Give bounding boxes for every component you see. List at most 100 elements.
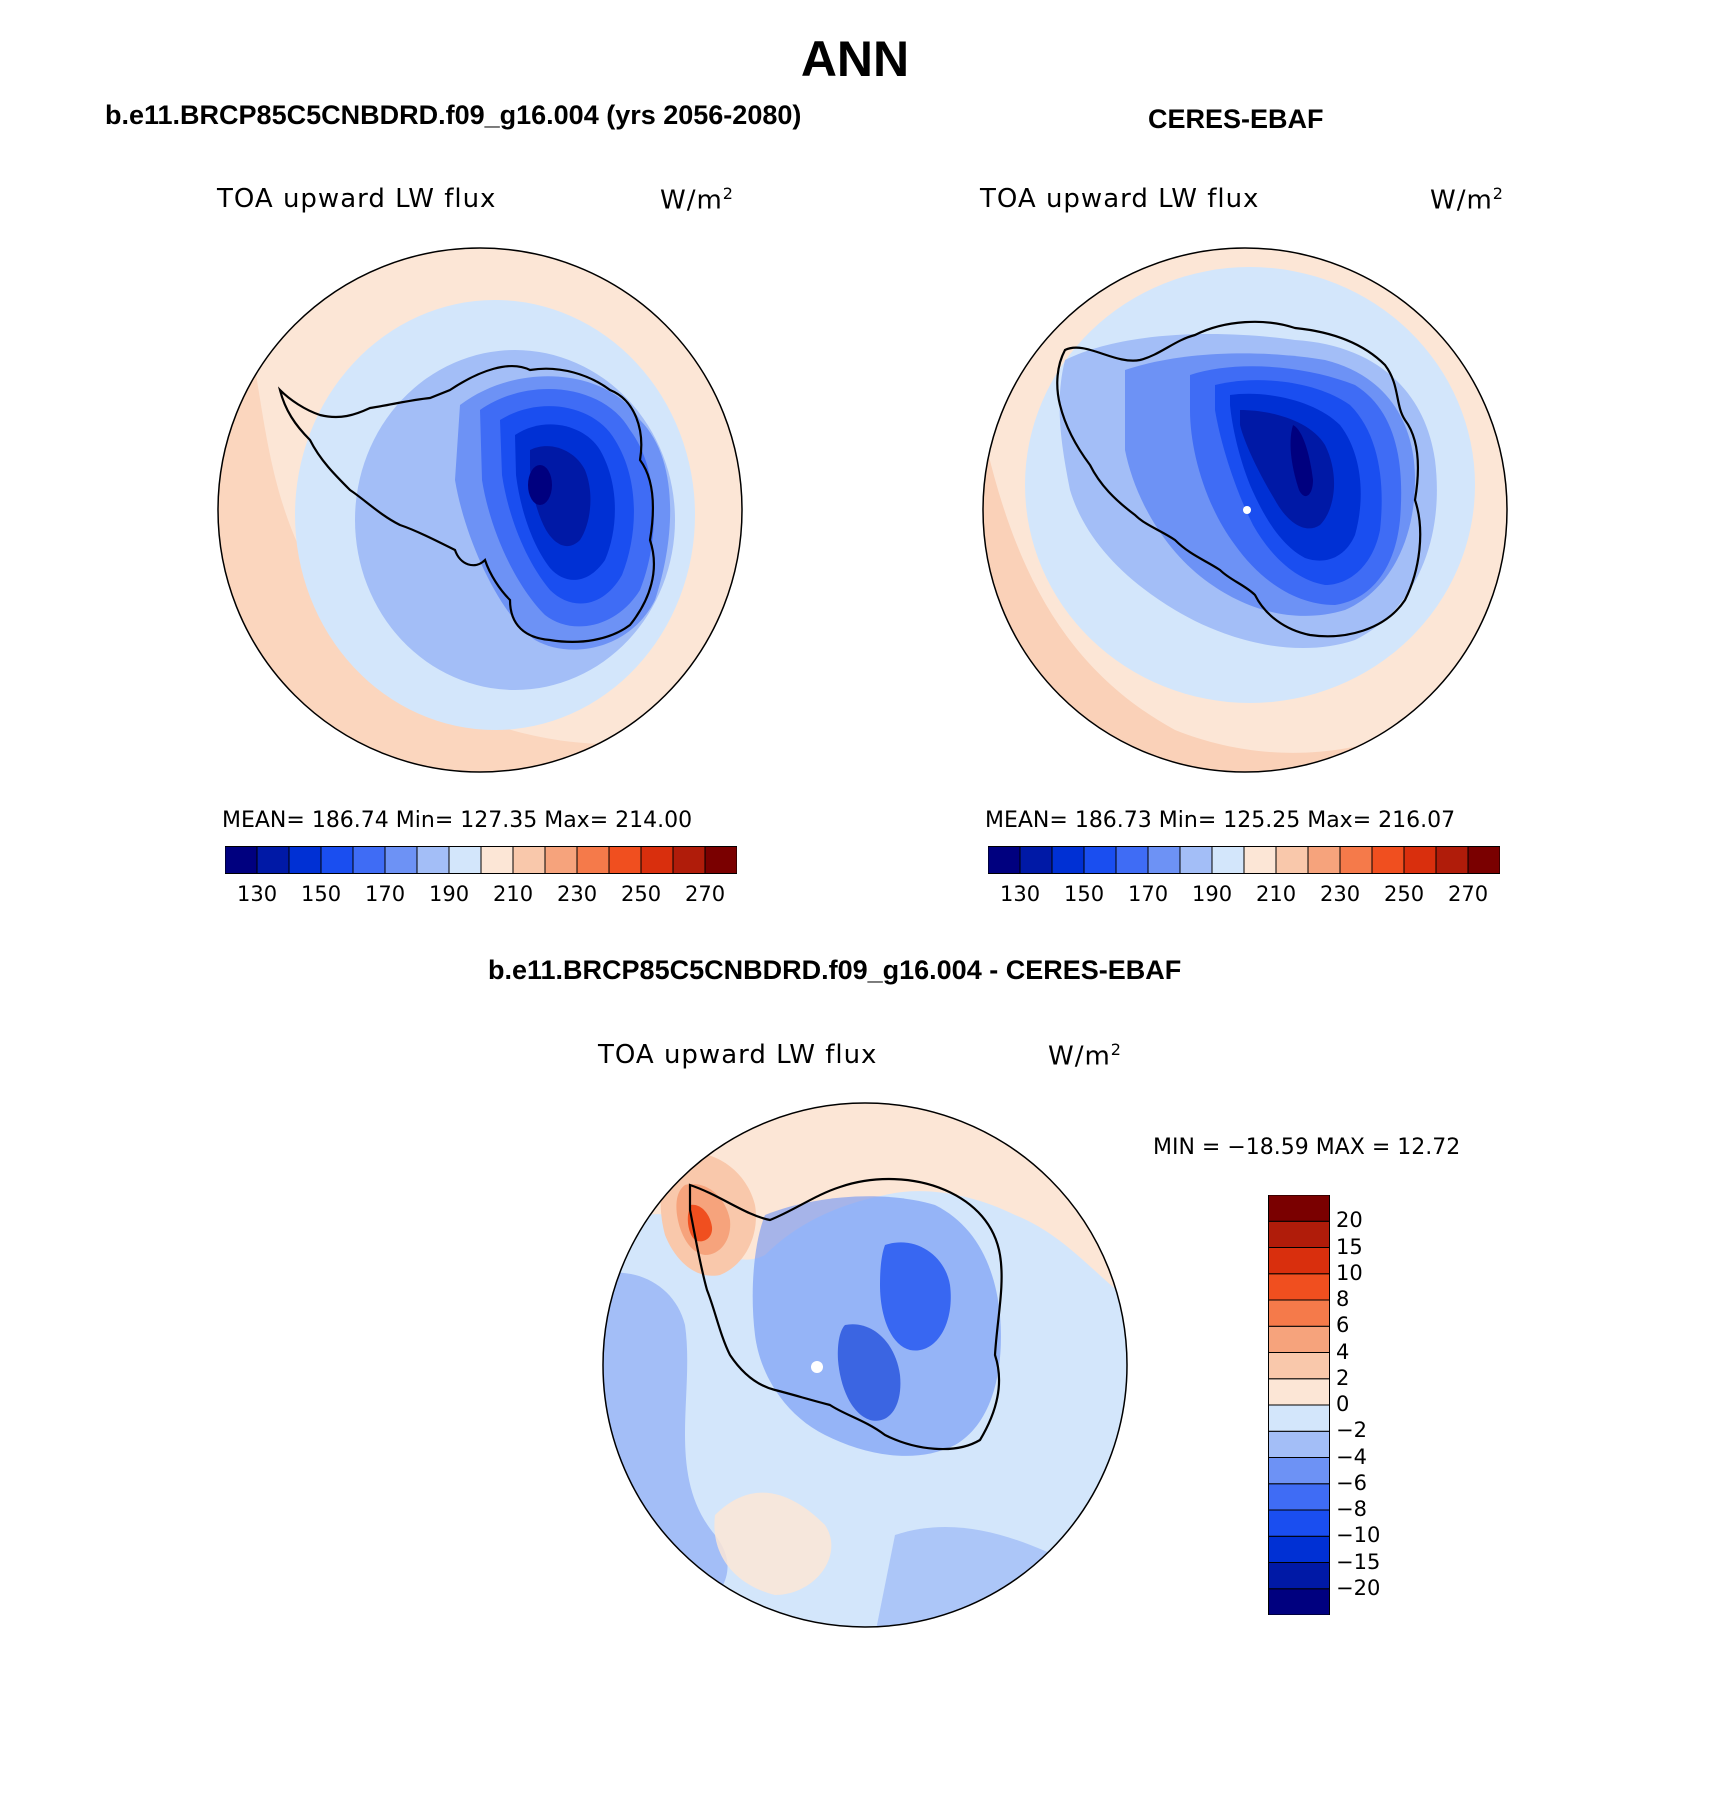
panel3-colorbar-tick-label: 10 [1336, 1260, 1363, 1285]
panel2-colorbar-swatch [1371, 846, 1405, 874]
panel1-colorbar-tick-label: 210 [493, 882, 534, 906]
panel3-colorbar-swatch [1268, 1404, 1330, 1432]
panel3-band-neg4-south [875, 1526, 1095, 1627]
panel2-colorbar-swatch [1275, 846, 1309, 874]
panel3-colorbar-swatch [1268, 1483, 1330, 1511]
panel3-colorbar-swatch [1268, 1299, 1330, 1327]
panel1-colorbar-swatch [224, 846, 258, 874]
panel1-colorbar-swatch [256, 846, 290, 874]
panel2-band-130 [1290, 425, 1313, 497]
panel3-colorbar-swatch [1268, 1325, 1330, 1353]
panel3-pole-marker [811, 1361, 823, 1373]
panel3-colorbar-tick-label: 4 [1336, 1339, 1350, 1364]
panel1-colorbar-swatch [352, 846, 386, 874]
panel1-colorbar-swatch [288, 846, 322, 874]
panel3-band-pos2-south [714, 1492, 832, 1595]
panel3-colorbar-swatch [1268, 1535, 1330, 1563]
panel1-stats: MEAN= 186.74 Min= 127.35 Max= 214.00 [222, 808, 693, 833]
panel2-colorbar-swatch [1115, 846, 1149, 874]
panel3-colorbar-tick-label: −10 [1336, 1523, 1381, 1548]
panel2-header: CERES-EBAF [1148, 104, 1324, 134]
panel1-colorbar-tick-label: 230 [557, 882, 598, 906]
panel3-colorbar-svg [1268, 1194, 1330, 1616]
panel2-band-220 [983, 440, 1507, 772]
panel2-map-boundary [982, 247, 1508, 773]
panel2-colorbar-tick-label: 230 [1320, 882, 1361, 906]
panel3-colorbar-swatch [1268, 1588, 1330, 1616]
panel1-colorbar-swatch [416, 846, 450, 874]
panel2-stats: MEAN= 186.73 Min= 125.25 Max= 216.07 [985, 808, 1456, 833]
panel2-band-140 [1240, 410, 1335, 529]
panel3-colorbar-tick-label: −20 [1336, 1575, 1381, 1600]
panel1-colorbar-svg [224, 846, 738, 874]
panel1-colorbar-tick-label: 190 [429, 882, 470, 906]
panel3-colorbar-tick-label: 8 [1336, 1287, 1350, 1311]
panel3-colorbar-swatch [1268, 1457, 1330, 1485]
panel3-colorbar-tick-label: −8 [1336, 1497, 1367, 1521]
panel2-colorbar-tick-label: 150 [1064, 882, 1105, 906]
panel3-band-neg8 [880, 1242, 951, 1351]
panel3-colorbar-labels: −20 −15 −10 −8 −6 −4 −2 0 2 4 6 8 10 15 20 [1336, 1195, 1416, 1615]
panel2-colorbar-labels: 130 150 170 190 210 230 250 270 [988, 880, 1500, 910]
panel3-colorbar-tick-label: 2 [1336, 1365, 1350, 1390]
panel3-colorbar-swatch [1268, 1247, 1330, 1275]
panel2-colorbar-swatch [1243, 846, 1277, 874]
panel1-polar-map [217, 247, 743, 773]
panel2-colorbar [987, 846, 1501, 874]
panel1-colorbar-tick-label: 270 [685, 882, 726, 906]
panel1-colorbar-tick-label: 250 [621, 882, 662, 906]
panel3-band-neg10 [837, 1324, 901, 1421]
panel2-colorbar-swatch [1403, 846, 1437, 874]
panel1-units-label: W/m2 [660, 184, 734, 216]
panel1-colorbar-swatch [672, 846, 706, 874]
panel1-colorbar-tick-label: 130 [237, 882, 278, 906]
panel1-coastline [277, 365, 655, 643]
panel3-colorbar-swatch [1268, 1378, 1330, 1406]
panel3-map-boundary [602, 1102, 1128, 1628]
panel3-colorbar-tick-label: 15 [1336, 1234, 1363, 1259]
panel1-colorbar-tick-label: 150 [301, 882, 342, 906]
panel1-map-boundary [217, 247, 743, 773]
panel3-colorbar-tick-label: −4 [1336, 1444, 1367, 1469]
panel2-colorbar-tick-label: 130 [1000, 882, 1041, 906]
panel2-colorbar-tick-label: 190 [1192, 882, 1233, 906]
panel1-colorbar-swatch [320, 846, 354, 874]
panel1-colorbar-labels: 130 150 170 190 210 230 250 270 [225, 880, 737, 910]
panel2-colorbar-swatch [1307, 846, 1341, 874]
panel2-units-label: W/m2 [1430, 184, 1504, 216]
panel2-colorbar-svg [987, 846, 1501, 874]
panel3-colorbar-tick-label: 20 [1336, 1208, 1363, 1233]
panel3-colorbar-tick-label: −2 [1336, 1418, 1367, 1443]
panel3-colorbar-swatch [1268, 1562, 1330, 1590]
panel3-header: b.e11.BRCP85C5CNBDRD.f09_g16.004 - CERES… [488, 955, 1182, 985]
panel2-colorbar-swatch [1019, 846, 1053, 874]
panel1-colorbar-swatch [576, 846, 610, 874]
panel3-colorbar-swatch [1268, 1509, 1330, 1537]
panel3-colorbar-tick-label: −6 [1336, 1470, 1367, 1495]
panel3-colorbar-tick-label: 6 [1336, 1313, 1350, 1338]
panel3-colorbar-swatch [1268, 1273, 1330, 1301]
panel3-variable-label: TOA upward LW flux [598, 1040, 878, 1070]
panel2-colorbar-swatch [1339, 846, 1373, 874]
panel1-colorbar-swatch [480, 846, 514, 874]
panel1-band-220 [218, 280, 680, 772]
panel1-colorbar [224, 846, 738, 874]
panel1-header: b.e11.BRCP85C5CNBDRD.f09_g16.004 (yrs 20… [105, 100, 802, 130]
panel3-units-label: W/m2 [1048, 1040, 1122, 1072]
panel2-colorbar-swatch [1083, 846, 1117, 874]
panel1-band-130 [528, 465, 552, 505]
panel2-coastline [1056, 320, 1422, 638]
panel3-coastline [688, 1177, 1003, 1451]
panel1-colorbar-swatch [384, 846, 418, 874]
panel1-colorbar-swatch [544, 846, 578, 874]
panel1-colorbar-swatch [608, 846, 642, 874]
panel2-colorbar-swatch [1211, 846, 1245, 874]
panel2-polar-map [982, 247, 1508, 773]
figure-title: ANN [800, 31, 910, 87]
panel2-colorbar-swatch [1179, 846, 1213, 874]
panel3-colorbar-swatch [1268, 1194, 1330, 1222]
panel3-colorbar-swatch [1268, 1352, 1330, 1380]
panel2-colorbar-tick-label: 270 [1448, 882, 1489, 906]
panel1-colorbar-swatch [512, 846, 546, 874]
panel1-colorbar-swatch [640, 846, 674, 874]
